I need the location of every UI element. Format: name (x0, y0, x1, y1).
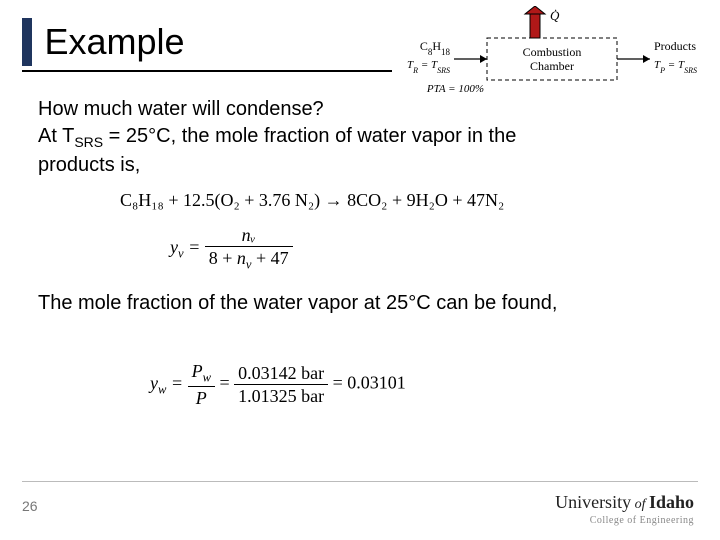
para1-line3: products is, (38, 154, 140, 176)
university-logo: University of Idaho College of Engineeri… (555, 492, 694, 526)
heat-arrow-stem (530, 14, 540, 38)
footer-divider (22, 481, 698, 482)
eq3-f2-num: 0.03142 bar (234, 364, 328, 384)
combustion-diagram: Q̇ Combustion Chamber C8H18 TR = TSRS Pr… (392, 6, 702, 94)
eq3-frac1: Pw P (188, 362, 215, 407)
eq3-frac2: 0.03142 bar 1.01325 bar (234, 364, 328, 405)
paragraph-2: The mole fraction of the water vapor at … (38, 290, 678, 317)
eq2-fraction: nᵥ 8 + nv + 47 (205, 226, 293, 271)
equation-yw: yw = Pw P = 0.03142 bar 1.01325 bar = 0.… (150, 362, 406, 407)
eq2-lhs: yv = (170, 237, 205, 257)
heat-label: Q̇ (550, 8, 560, 23)
chamber-label-2: Chamber (530, 59, 574, 73)
eq3-lhs: yw = (150, 373, 188, 393)
inlet-arrow-head (480, 55, 487, 63)
equation-reaction: C₈H₁₈ + 12.5(O₂ + 3.76 N₂) → 8CO₂ + 9H₂O… (120, 190, 504, 211)
logo-line1: University of Idaho (555, 492, 694, 513)
inlet-top-label: C8H18 (420, 39, 451, 57)
pta-label: PTA = 100% (426, 83, 484, 94)
equation-yv: yv = nᵥ 8 + nv + 47 (170, 226, 293, 271)
title-underline (22, 70, 392, 72)
slide-title-block: Example (22, 18, 185, 66)
eq3-equals: = (219, 373, 234, 393)
para1-line1: How much water will condense? (38, 98, 324, 120)
chamber-label-1: Combustion (523, 45, 582, 59)
outlet-top-label: Products (654, 39, 696, 53)
para1-line2: At TSRS = 25°C, the mole fraction of wat… (38, 125, 516, 147)
page-number: 26 (22, 498, 38, 514)
eq3-result: = 0.03101 (333, 373, 406, 393)
outlet-arrow-head (643, 55, 650, 63)
logo-line2: College of Engineering (555, 515, 694, 526)
slide-title: Example (36, 21, 184, 63)
eq2-num: nᵥ (205, 226, 293, 246)
logo-idaho: Idaho (649, 492, 694, 512)
paragraph-1: How much water will condense? At TSRS = … (38, 96, 678, 179)
eq3-f1-num: Pw (188, 362, 215, 386)
eq3-f2-den: 1.01325 bar (234, 384, 328, 405)
heat-arrow-head (525, 6, 545, 14)
title-accent-bar (22, 18, 32, 66)
eq3-f1-den: P (188, 386, 215, 407)
eq2-den: 8 + nv + 47 (205, 246, 293, 271)
inlet-bottom-label: TR = TSRS (407, 59, 450, 75)
outlet-bottom-label: TP = TSRS (654, 59, 697, 75)
logo-university: University (555, 492, 631, 512)
logo-of: of (631, 497, 649, 512)
